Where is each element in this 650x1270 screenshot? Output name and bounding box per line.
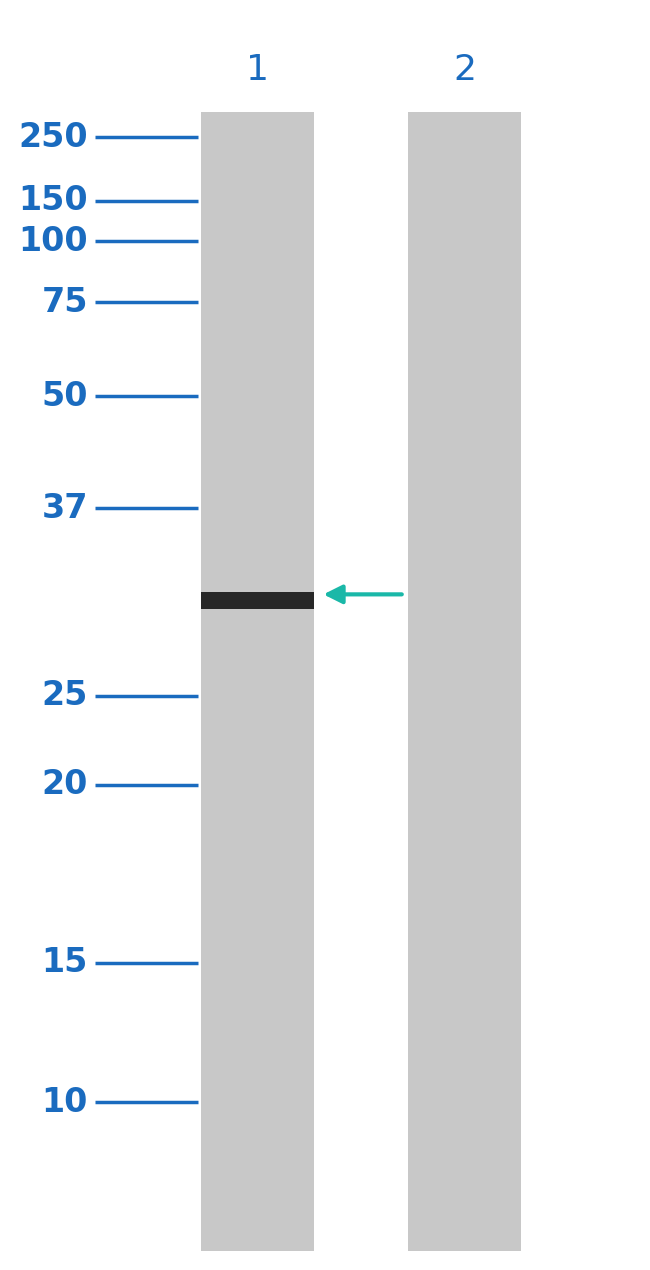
Text: 250: 250: [18, 121, 88, 154]
Text: 150: 150: [18, 184, 88, 217]
Text: 100: 100: [18, 225, 88, 258]
Text: 10: 10: [42, 1086, 88, 1119]
Bar: [201, 112, 314, 1251]
Text: 75: 75: [42, 286, 88, 319]
Text: 2: 2: [453, 53, 476, 86]
Text: 1: 1: [246, 53, 270, 86]
Text: 25: 25: [42, 679, 88, 712]
Bar: [201, 592, 314, 608]
Text: 20: 20: [42, 768, 88, 801]
Text: 50: 50: [42, 380, 88, 413]
Text: 15: 15: [42, 946, 88, 979]
Bar: [408, 112, 521, 1251]
Text: 37: 37: [42, 491, 88, 525]
